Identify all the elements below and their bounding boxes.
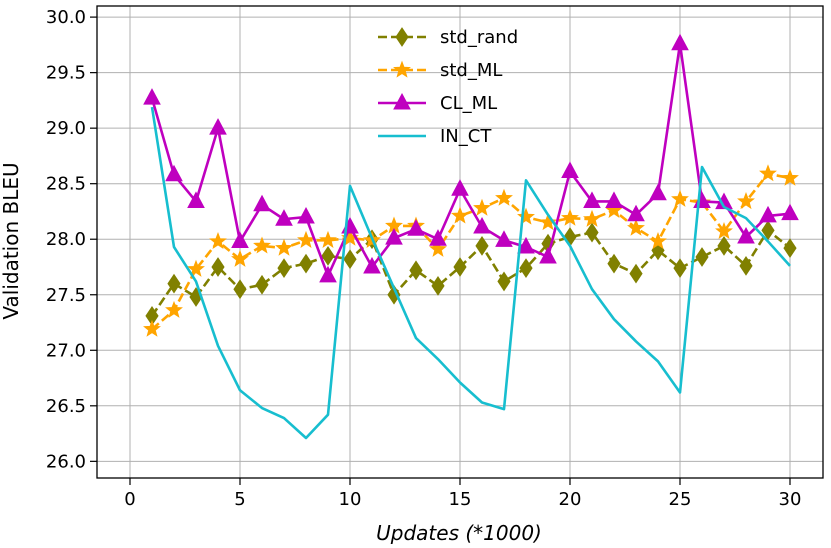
data-point-std_ML [320,232,335,246]
x-axis-title: Updates (*1000) [376,521,542,545]
data-point-CL_ML [298,208,314,223]
x-tick-label: 10 [339,489,362,510]
data-point-std_rand [454,258,466,276]
y-tick-label: 29.0 [46,118,86,139]
x-tick-label: 0 [124,489,135,510]
x-tick-label: 25 [669,489,692,510]
legend-label-IN_CT: IN_CT [440,126,492,147]
data-point-CL_ML [452,180,468,195]
data-point-std_rand [630,265,642,283]
data-point-std_ML [496,190,511,204]
data-point-CL_ML [408,220,424,235]
data-point-CL_ML [562,162,578,177]
legend-marker-CL_ML [394,94,410,109]
y-tick-label: 27.5 [46,285,86,306]
x-tick-label: 15 [449,489,472,510]
x-tick-label: 5 [234,489,245,510]
data-point-std_ML [166,302,181,316]
data-point-std_ML [474,200,489,214]
data-point-CL_ML [232,232,248,247]
data-point-CL_ML [166,166,182,181]
series-IN_CT [152,107,790,438]
data-point-CL_ML [650,185,666,200]
data-point-CL_ML [210,119,226,134]
data-point-CL_ML [320,267,336,282]
data-point-std_rand [256,276,268,294]
data-point-CL_ML [254,196,270,211]
data-point-std_rand [234,280,246,298]
legend: std_rand std_ML CL_ML IN_CT [378,27,518,147]
data-point-std_ML [276,240,291,254]
y-tick-label: 27.0 [46,340,86,361]
data-point-std_rand [696,248,708,266]
data-point-std_rand [300,255,312,273]
data-point-CL_ML [474,218,490,233]
data-point-std_rand [432,277,444,295]
x-tick-label: 20 [559,489,582,510]
data-point-CL_ML [606,192,622,207]
data-point-std_rand [674,259,686,277]
y-tick-label: 28.5 [46,174,86,195]
data-point-CL_ML [782,205,798,220]
y-tick-label: 28.0 [46,229,86,250]
data-point-std_rand [278,259,290,277]
data-point-std_rand [344,250,356,268]
legend-marker-std_rand [396,28,408,46]
x-tick-label: 30 [779,489,802,510]
legend-label-CL_ML: CL_ML [440,93,497,114]
line-chart: 0 5 10 15 20 25 30 26.0 26.5 27.0 27.5 28.0 28.5 29.0… [0,0,831,548]
y-axis-title: Validation BLEU [0,162,23,319]
data-point-std_ML [760,166,775,180]
data-point-CL_ML [144,89,160,104]
data-point-CL_ML [672,35,688,50]
data-point-std_rand [608,255,620,273]
y-tick-label: 29.5 [46,63,86,84]
y-tick-label: 26.5 [46,396,86,417]
y-tick-label: 30.0 [46,7,86,28]
legend-label-std_ML: std_ML [440,60,502,81]
data-point-std_ML [518,209,533,223]
y-tick-label: 26.0 [46,451,86,472]
legend-label-std_rand: std_rand [440,27,518,48]
data-point-std_rand [784,239,796,257]
data-point-std_rand [564,228,576,246]
legend-marker-std_ML [394,62,409,76]
series-line-IN_CT [152,107,790,438]
